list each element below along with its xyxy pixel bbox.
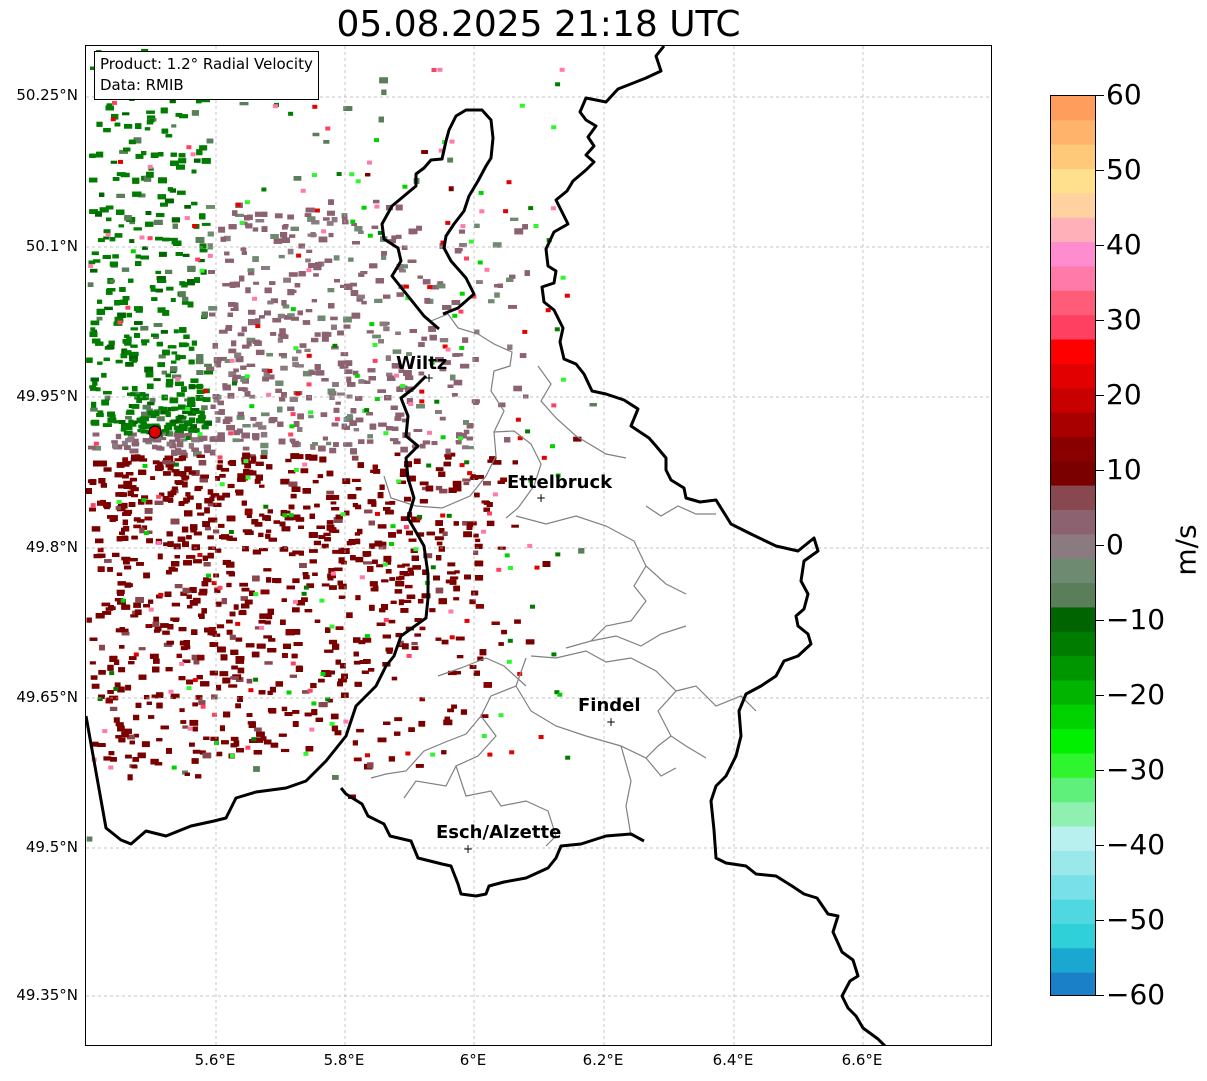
colorbar-tick bbox=[1096, 845, 1104, 846]
colorbar-segment bbox=[1051, 753, 1095, 779]
gridlines bbox=[86, 46, 991, 1045]
product-label: Product: 1.2° Radial Velocity bbox=[100, 55, 313, 73]
colorbar-tick-label: −40 bbox=[1106, 828, 1166, 861]
colorbar-segment bbox=[1051, 583, 1095, 608]
lat-label-6: 49.5°N bbox=[25, 838, 78, 856]
colorbar-tick bbox=[1096, 395, 1104, 396]
map-canvas: +Wiltz+Ettelbruck+Findel+Esch/Alzette bbox=[86, 46, 991, 1045]
colorbar-tick-label: 50 bbox=[1106, 153, 1142, 186]
colorbar-segment bbox=[1051, 704, 1095, 730]
colorbar-tick-label: 20 bbox=[1106, 378, 1142, 411]
city-marker: + bbox=[463, 842, 473, 856]
colorbar-segment bbox=[1051, 509, 1095, 535]
map-title: 05.08.2025 21:18 UTC bbox=[336, 4, 741, 45]
colorbar-segment bbox=[1051, 339, 1095, 365]
colorbar-tick bbox=[1096, 170, 1104, 171]
colorbar-tick-label: −30 bbox=[1106, 753, 1166, 786]
colorbar-tick bbox=[1096, 320, 1104, 321]
colorbar-segment bbox=[1051, 485, 1095, 511]
colorbar-tick bbox=[1096, 620, 1104, 621]
colorbar-segment bbox=[1051, 217, 1095, 243]
colorbar-tick-label: −50 bbox=[1106, 903, 1166, 936]
colorbar-tick-label: −20 bbox=[1106, 678, 1166, 711]
colorbar-tick-label: −10 bbox=[1106, 603, 1166, 636]
colorbar-tick bbox=[1096, 995, 1104, 996]
lon-label-5: 6.4°E bbox=[712, 1051, 754, 1069]
colorbar-tick bbox=[1096, 470, 1104, 471]
colorbar-segment bbox=[1051, 96, 1095, 121]
data-source-label: Data: RMIB bbox=[100, 76, 184, 94]
colorbar-segment bbox=[1051, 680, 1095, 706]
lat-label-5: 49.65°N bbox=[16, 688, 78, 706]
product-info-box: Product: 1.2° Radial Velocity Data: RMIB bbox=[94, 51, 319, 100]
colorbar-segment bbox=[1051, 802, 1095, 828]
colorbar-tick-label: 60 bbox=[1106, 78, 1142, 111]
colorbar-segment bbox=[1051, 923, 1095, 949]
colorbar-segment bbox=[1051, 290, 1095, 316]
city-markers: +Wiltz+Ettelbruck+Findel+Esch/Alzette bbox=[148, 353, 641, 856]
lat-label-1: 50.25°N bbox=[16, 86, 78, 104]
colorbar-segment bbox=[1051, 656, 1095, 682]
lat-label-2: 50.1°N bbox=[25, 237, 78, 255]
colorbar-segment bbox=[1051, 315, 1095, 341]
colorbar-segment bbox=[1051, 169, 1095, 194]
colorbar-segment bbox=[1051, 461, 1095, 487]
colorbar-segment bbox=[1051, 412, 1095, 438]
lon-label-4: 6.2°E bbox=[582, 1051, 624, 1069]
colorbar-segment bbox=[1051, 972, 1095, 995]
colorbar-tick bbox=[1096, 245, 1104, 246]
colorbar-segment bbox=[1051, 850, 1095, 876]
colorbar-tick-label: 30 bbox=[1106, 303, 1142, 336]
colorbar-segment bbox=[1051, 607, 1095, 633]
colorbar-tick bbox=[1096, 695, 1104, 696]
colorbar-segment bbox=[1051, 120, 1095, 146]
colorbar-segment bbox=[1051, 875, 1095, 901]
canton-boundaries bbox=[370, 313, 757, 847]
colorbar-segment bbox=[1051, 534, 1095, 560]
colorbar-tick-label: 40 bbox=[1106, 228, 1142, 261]
colorbar-segment bbox=[1051, 899, 1095, 925]
city-label: Esch/Alzette bbox=[436, 822, 561, 843]
colorbar-unit-label: m/s bbox=[1169, 524, 1203, 576]
colorbar-tick bbox=[1096, 770, 1104, 771]
colorbar-tick-label: −60 bbox=[1106, 978, 1166, 1011]
colorbar-segment bbox=[1051, 948, 1095, 974]
colorbar-segment bbox=[1051, 558, 1095, 584]
colorbar-segment bbox=[1051, 266, 1095, 292]
radar-site-marker bbox=[148, 425, 162, 439]
colorbar-segment bbox=[1051, 193, 1095, 219]
colorbar-segment bbox=[1051, 631, 1095, 657]
city-marker: + bbox=[424, 371, 434, 385]
lon-label-1: 5.6°E bbox=[194, 1051, 236, 1069]
colorbar-tick-label: 0 bbox=[1106, 528, 1124, 561]
colorbar-tick bbox=[1096, 545, 1104, 546]
city-marker: + bbox=[606, 715, 616, 729]
city-label: Ettelbruck bbox=[507, 472, 613, 493]
velocity-colorbar bbox=[1050, 95, 1096, 996]
country-borders bbox=[86, 46, 887, 1045]
colorbar-segment bbox=[1051, 777, 1095, 803]
colorbar-segment bbox=[1051, 729, 1095, 755]
radar-map[interactable]: + Wiltz + Ettelbruck + Findel + Esch/Alzette bbox=[85, 45, 992, 1046]
colorbar-segment bbox=[1051, 144, 1095, 170]
lat-label-7: 49.35°N bbox=[16, 986, 78, 1004]
colorbar-segment bbox=[1051, 363, 1095, 389]
colorbar-tick bbox=[1096, 95, 1104, 96]
colorbar-tick bbox=[1096, 920, 1104, 921]
city-marker: + bbox=[536, 491, 546, 505]
colorbar-segment bbox=[1051, 388, 1095, 414]
lon-label-6: 6.6°E bbox=[841, 1051, 883, 1069]
colorbar-segment bbox=[1051, 826, 1095, 852]
lon-label-3: 6°E bbox=[459, 1051, 487, 1069]
colorbar-tick-label: 10 bbox=[1106, 453, 1142, 486]
lat-label-4: 49.8°N bbox=[25, 538, 78, 556]
city-label: Findel bbox=[578, 695, 641, 716]
colorbar-segment bbox=[1051, 436, 1095, 462]
lat-label-3: 49.95°N bbox=[16, 387, 78, 405]
lon-label-2: 5.8°E bbox=[323, 1051, 365, 1069]
colorbar-segment bbox=[1051, 242, 1095, 268]
radar-echo-layer bbox=[86, 48, 597, 842]
city-label: Wiltz bbox=[396, 353, 447, 374]
